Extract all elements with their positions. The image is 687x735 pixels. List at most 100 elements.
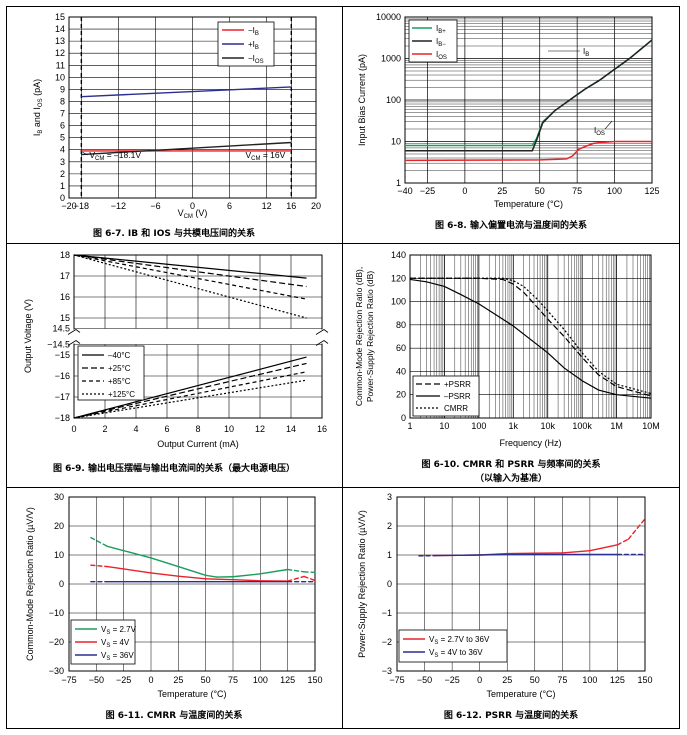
plot-frame [68, 16, 317, 199]
legend-label: –PSRR [444, 392, 471, 401]
series-line-lower [73, 356, 307, 419]
y-tick-label: 1000 [381, 54, 401, 64]
y-axis-label-2: Power-Supply Rejection Ratio (dB) [365, 271, 375, 403]
y-tick-label: 10 [54, 550, 64, 560]
x-tick-label: 2 [102, 424, 107, 434]
y-tick-label: 20 [54, 521, 64, 531]
y-tick-label: 80 [396, 320, 406, 330]
x-axis-label: Temperature (°C) [157, 689, 226, 699]
y-tick-label: 0 [59, 579, 64, 589]
y-tick-label: 120 [391, 273, 406, 283]
legend-label: VS = 4V [101, 638, 130, 649]
y-tick-label: 14.5 [52, 324, 70, 334]
x-axis-label: Output Current (mA) [157, 439, 239, 449]
legend-label: VS = 36V [101, 651, 134, 662]
x-tick-label: 125 [644, 186, 659, 196]
series-line-upper [73, 254, 307, 288]
y-tick-label: 5 [60, 133, 65, 143]
series-segment [106, 565, 125, 570]
y-axis-label: Output Voltage (V) [23, 299, 33, 373]
x-tick-label: −75 [61, 675, 76, 685]
x-tick-label: 25 [173, 675, 183, 685]
x-tick-label: 75 [572, 186, 582, 196]
y-axis-label: Power-Supply Rejection Ratio (µV/V) [357, 510, 367, 658]
x-tick-label: 0 [148, 675, 153, 685]
y-tick-label: −18 [55, 413, 70, 423]
legend-label: +125°C [108, 390, 135, 399]
legend-label: −IOS [248, 54, 264, 65]
y-tick-label: 0 [387, 579, 392, 589]
caption-fig-6-9: 图 6-9. 输出电压摆幅与输出电流间的关系（最大电源电压） [53, 464, 295, 474]
axis-break-mark [315, 340, 329, 346]
y-tick-label: −16 [55, 371, 70, 381]
series-segment [177, 575, 207, 580]
y-tick-label: 1 [60, 181, 65, 191]
y-tick-label: −1 [382, 608, 392, 618]
x-tick-label: 14 [286, 424, 296, 434]
annotation-ib: IB [583, 47, 589, 58]
x-tick-label: 6 [164, 424, 169, 434]
series-line [81, 141, 292, 156]
series-segment [90, 564, 108, 568]
y-tick-label: 2 [60, 169, 65, 179]
y-tick-label: 14 [55, 24, 65, 34]
series-segment [122, 549, 152, 559]
series-line [81, 86, 292, 98]
x-tick-label: −25 [116, 675, 131, 685]
series-segment [616, 538, 630, 546]
x-tick-label: 10 [224, 424, 234, 434]
caption-fig-6-7: 图 6-7. IB 和 IOS 与共模电压间的关系 [92, 229, 256, 239]
x-tick-label: 12 [255, 424, 265, 434]
x-axis-label: Temperature (°C) [486, 689, 555, 699]
y-tick-label: 3 [387, 492, 392, 502]
caption-fig-6-10: 图 6-10. CMRR 和 PSRR 与频率间的关系 [421, 460, 601, 470]
y-tick-label: 0 [60, 193, 65, 203]
x-tick-label: 6 [227, 201, 232, 211]
legend-label: VS = 2.7V [101, 625, 137, 636]
series-line-upper [73, 254, 307, 319]
series-segment [478, 553, 508, 556]
series-line-lower [73, 379, 307, 419]
legend-box [398, 629, 508, 663]
y-tick-label: −2 [382, 637, 392, 647]
legend-label: IOS [436, 50, 447, 61]
y-tick-label: 1 [396, 178, 401, 188]
y-tick-label: 13 [55, 36, 65, 46]
y-tick-label: 10 [391, 137, 401, 147]
series-segment [589, 544, 619, 552]
legend-label: +85°C [108, 377, 131, 386]
row-divider-1 [6, 243, 679, 244]
x-tick-label: 50 [201, 675, 211, 685]
x-tick-label: −50 [89, 675, 104, 685]
legend-label: VS = 2.7V to 36V [429, 635, 490, 646]
y-tick-label: 7 [60, 109, 65, 119]
caption-fig-6-12: 图 6-12. PSRR 与温度间的关系 [443, 711, 579, 721]
y-tick-label: 15 [60, 313, 70, 323]
annotation-ios: IOS [594, 126, 605, 137]
x-tick-label: 1k [509, 421, 519, 431]
series-segment [259, 568, 289, 575]
y-tick-label: 30 [54, 492, 64, 502]
series-segment [150, 557, 180, 568]
x-tick-label: 10 [439, 421, 449, 431]
series-line-upper [73, 254, 307, 279]
x-tick-label: 16 [317, 424, 327, 434]
axis-break-mark [315, 329, 329, 335]
legend-label: VS = 4V to 36V [429, 648, 483, 659]
plot-frame [404, 16, 653, 184]
y-tick-label: 3 [60, 157, 65, 167]
y-tick-label: 10 [55, 72, 65, 82]
x-tick-label: 1 [407, 421, 412, 431]
x-tick-label: 100 [582, 675, 597, 685]
column-divider [342, 6, 343, 728]
axis-break-mark [67, 329, 81, 335]
y-tick-label: 4 [60, 145, 65, 155]
series-segment [204, 578, 234, 581]
x-tick-label: −6 [150, 201, 160, 211]
legend-label: IB− [436, 37, 446, 48]
y-tick-label: −15 [55, 350, 70, 360]
series-line [410, 277, 652, 395]
series-line [405, 39, 653, 152]
